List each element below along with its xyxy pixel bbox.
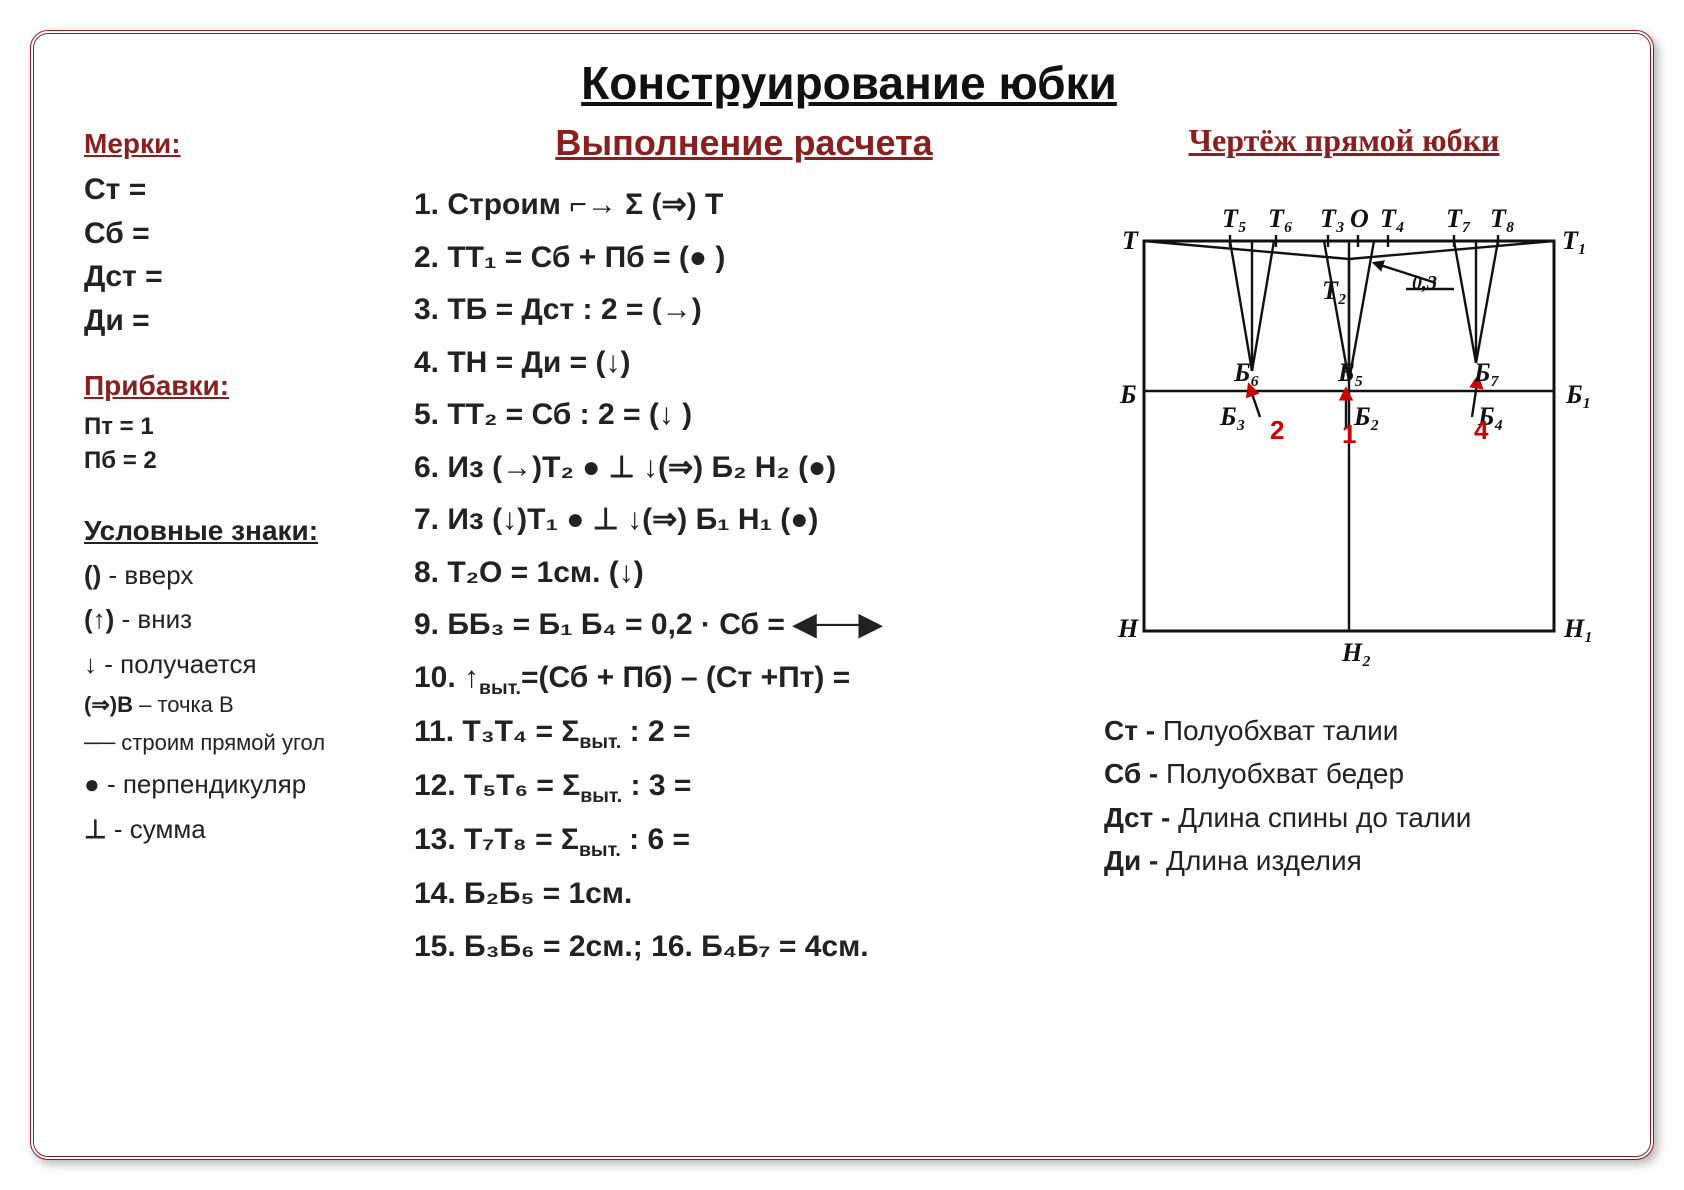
- calculation-step: 4. ТН = Ди = (↓): [414, 340, 1074, 387]
- svg-text:Н: Н: [1117, 614, 1139, 643]
- legend-symbol: (⇒)В: [84, 692, 139, 717]
- definitions-list: Ст - Полуобхват талииСб - Полуобхват бед…: [1104, 709, 1614, 883]
- svg-text:Т₂: Т₂: [1322, 276, 1347, 305]
- definition-text: Полуобхват бедер: [1166, 758, 1404, 789]
- svg-text:Т₃: Т₃: [1320, 204, 1345, 233]
- definition-row: Ст - Полуобхват талии: [1104, 709, 1614, 752]
- definition-text: Длина спины до талии: [1178, 802, 1471, 833]
- definition-text: Длина изделия: [1166, 845, 1362, 876]
- skirt-diagram: ТТ₁ББ₁НН₁Н₂Т₅Т₆Т₃ОТ₄Т₇Т₈Т₂0,3Б₆Б₅Б₇Б₃Б₂Б…: [1084, 171, 1604, 691]
- legend-symbol: ⊥: [84, 814, 114, 844]
- svg-text:Т: Т: [1122, 226, 1139, 255]
- svg-text:О: О: [1350, 204, 1369, 233]
- svg-text:Т₅: Т₅: [1222, 204, 1247, 233]
- definition-row: Сб - Полуобхват бедер: [1104, 752, 1614, 795]
- main-title: Конструирование юбки: [84, 56, 1614, 110]
- legend-symbol: ──: [84, 730, 121, 755]
- measurement-item: Ди =: [84, 299, 414, 343]
- svg-text:Б₂: Б₂: [1353, 402, 1380, 431]
- measurements-heading: Мерки:: [84, 128, 414, 160]
- calculation-step: 3. ТБ = Дст : 2 = (→): [414, 287, 1074, 334]
- legend-text: - вниз: [122, 604, 193, 634]
- svg-text:4: 4: [1474, 415, 1489, 445]
- svg-text:Б₆: Б₆: [1233, 358, 1260, 387]
- svg-text:Т₈: Т₈: [1490, 204, 1515, 233]
- definition-row: Дст - Длина спины до талии: [1104, 796, 1614, 839]
- allowance-item: Пб = 2: [84, 444, 414, 478]
- definition-label: Сб -: [1104, 758, 1166, 789]
- svg-text:0,3: 0,3: [1412, 272, 1437, 294]
- svg-text:Т₄: Т₄: [1380, 204, 1405, 233]
- svg-text:Б: Б: [1119, 380, 1137, 409]
- legend-row: () - вверх: [84, 555, 414, 595]
- svg-text:Б₅: Б₅: [1337, 358, 1364, 387]
- legend-row: ── строим прямой угол: [84, 726, 414, 760]
- svg-text:2: 2: [1270, 415, 1284, 445]
- allowance-item: Пт = 1: [84, 410, 414, 444]
- legend-row: ● - перпендикуляр: [84, 764, 414, 804]
- calculation-step: 13. Т₇Т₈ = Σвыт. : 6 =: [414, 817, 1074, 865]
- calculation-heading: Выполнение расчета: [414, 122, 1074, 164]
- calculation-step: 1. Строим ⌐→ Σ (⇒) Т: [414, 182, 1074, 229]
- calculation-step: 11. Т₃Т₄ = Σвыт. : 2 =: [414, 709, 1074, 757]
- diagram-heading: Чертёж прямой юбки: [1074, 122, 1614, 159]
- right-column: Чертёж прямой юбки Т Т₁ Б Б₁ Н Н₁ Н₂ Т₅ Т₆ Т₃О Т₄ Т…: [1074, 118, 1614, 1132]
- calculation-step: 10. ↑выт.=(Сб + Пб) – (Ст +Пт) =: [414, 655, 1074, 703]
- legend-symbol: ↓: [84, 649, 104, 679]
- legend-symbol: ●: [84, 769, 107, 799]
- svg-text:Б₃: Б₃: [1219, 402, 1246, 431]
- legend-text: - перпендикуляр: [107, 769, 306, 799]
- calculation-step: 8. Т₂О = 1см. (↓): [414, 550, 1074, 597]
- legend-text: строим прямой угол: [121, 730, 325, 755]
- definition-text: Полуобхват талии: [1163, 715, 1399, 746]
- left-column: Мерки: Ст =Сб =Дст =Ди = Прибавки: Пт = …: [84, 118, 414, 1132]
- legend-row: (⇒)В – точка В: [84, 688, 414, 722]
- measurements-list: Ст =Сб =Дст =Ди =: [84, 168, 414, 342]
- legend-list: () - вверх(↑) - вниз↓ - получается(⇒)В –…: [84, 555, 414, 849]
- svg-text:Б₇: Б₇: [1473, 358, 1500, 387]
- calculation-step: 2. ТТ₁ = Сб + Пб = (● ): [414, 235, 1074, 282]
- svg-text:Т₆: Т₆: [1268, 204, 1293, 233]
- legend-text: - получается: [104, 649, 256, 679]
- legend-symbol: (): [84, 560, 109, 590]
- legend-text: - сумма: [114, 814, 206, 844]
- center-column: Выполнение расчета 1. Строим ⌐→ Σ (⇒) Т 2…: [414, 118, 1074, 1132]
- legend-row: ⊥ - сумма: [84, 809, 414, 849]
- svg-text:1: 1: [1342, 419, 1356, 449]
- svg-text:Н₁: Н₁: [1563, 614, 1593, 643]
- legend-text: - вверх: [109, 560, 194, 590]
- definition-row: Ди - Длина изделия: [1104, 839, 1614, 882]
- measurement-item: Дст =: [84, 255, 414, 299]
- legend-row: (↑) - вниз: [84, 599, 414, 639]
- calculation-step: 7. Из (↓)Т₁ ● ⊥ ↓(⇒) Б₁ Н₁ (●): [414, 497, 1074, 544]
- calculation-step: 6. Из (→)Т₂ ● ⊥ ↓(⇒) Б₂ Н₂ (●): [414, 445, 1074, 492]
- allowances-list: Пт = 1Пб = 2: [84, 410, 414, 477]
- measurement-item: Сб =: [84, 212, 414, 256]
- definition-label: Ст -: [1104, 715, 1163, 746]
- measurement-item: Ст =: [84, 168, 414, 212]
- allowances-heading: Прибавки:: [84, 370, 414, 402]
- calculation-step: 12. Т₅Т₆ = Σвыт. : 3 =: [414, 763, 1074, 811]
- calculation-step: 9. ББ₃ = Б₁ Б₄ = 0,2 · Сб = ◀──▶: [414, 602, 1074, 649]
- definition-label: Ди -: [1104, 845, 1166, 876]
- legend-row: ↓ - получается: [84, 644, 414, 684]
- definition-label: Дст -: [1104, 802, 1178, 833]
- svg-text:Т₁: Т₁: [1562, 226, 1587, 255]
- svg-text:Б₁: Б₁: [1565, 380, 1592, 409]
- svg-text:Н₂: Н₂: [1341, 638, 1371, 667]
- legend-symbol: (↑): [84, 604, 122, 634]
- svg-text:Т₇: Т₇: [1446, 204, 1471, 233]
- calculation-step: 15. Б₃Б₆ = 2см.; 16. Б₄Б₇ = 4см.: [414, 924, 1074, 971]
- calculation-step: 5. ТТ₂ = Сб : 2 = (↓ ): [414, 392, 1074, 439]
- calculation-step: 14. Б₂Б₅ = 1см.: [414, 871, 1074, 918]
- calculation-steps: 1. Строим ⌐→ Σ (⇒) Т 2. ТТ₁ = Сб + Пб = (…: [414, 182, 1074, 970]
- legend-text: – точка В: [139, 692, 234, 717]
- legend-heading: Условные знаки:: [84, 515, 414, 547]
